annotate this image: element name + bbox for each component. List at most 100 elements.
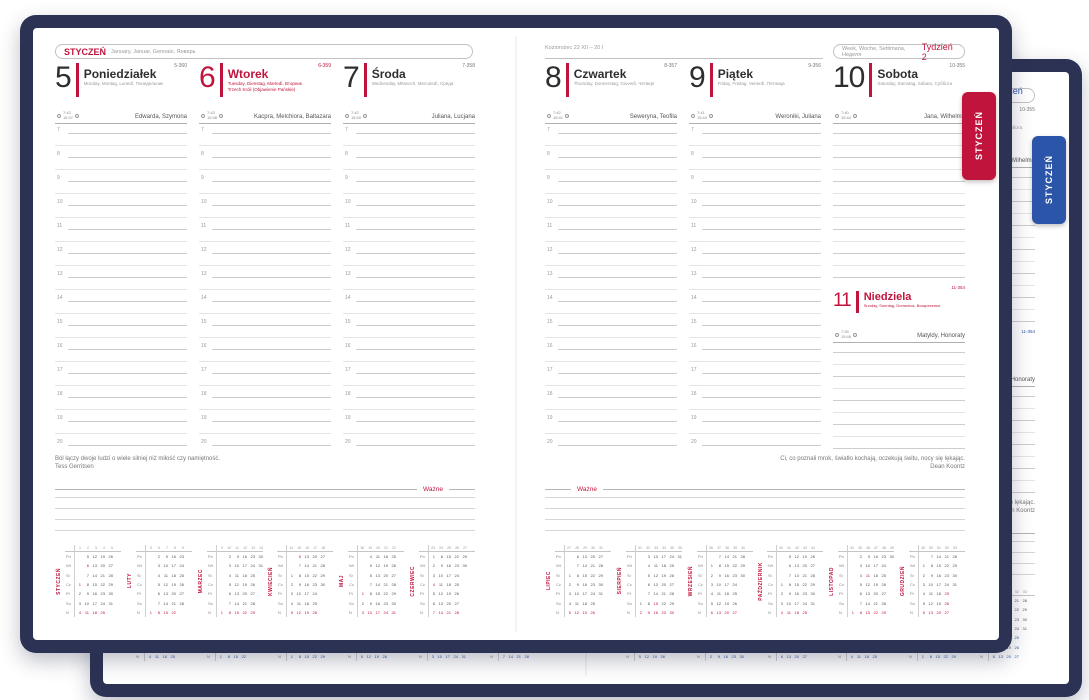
mini-day-row: N 2 9 16 23 30: [626, 608, 682, 617]
mini-grid-divider: [74, 545, 75, 617]
half-hour-line: [545, 409, 677, 410]
weekday-label: Pn: [278, 554, 283, 560]
week-numbers-row: 1 2 3 4 5: [65, 545, 121, 552]
day-subtitle: Sunday, Sonntag, Domenica, Воскресенье: [863, 303, 941, 308]
mini-day-cell: 4: [157, 572, 160, 578]
week-numbers-row: 14 15 16 17 18: [277, 545, 333, 552]
page-gutter-shadow: [515, 36, 517, 632]
mini-month-name: CZERWIEC: [410, 565, 416, 597]
mini-day-cell: 14: [794, 572, 799, 578]
mini-day-cell: 4: [290, 600, 293, 606]
mini-day-cell: 10: [84, 600, 89, 606]
half-hour-line: [343, 265, 475, 266]
mini-day-cell: 27: [250, 591, 255, 597]
mini-day-cell: 9: [647, 609, 650, 615]
mini-day-cell: 12: [794, 554, 799, 560]
weekday-label: Pt: [839, 591, 843, 597]
weekday-label: Śr: [420, 572, 424, 578]
mini-day-cell: 7: [718, 554, 721, 560]
mini-day-cell: 24: [453, 653, 458, 659]
mini-month-label: SIERPIEŃ: [616, 545, 624, 617]
month-tab-label: STYCZEŃ: [974, 111, 984, 161]
mini-day-cell: 29: [250, 609, 255, 615]
mini-day-cell: 3: [432, 572, 435, 578]
hour-line: [558, 229, 677, 230]
hour-line: [212, 253, 331, 254]
quote-text: Ci, co poznali mrok, światło kochają, oc…: [780, 456, 965, 462]
half-hour-line: [55, 193, 187, 194]
mini-day-cell: 10: [296, 591, 301, 597]
weekday-label: So: [910, 600, 915, 606]
hour-label: 10: [691, 199, 697, 205]
mini-day-cell: 17: [92, 600, 97, 606]
mini-day-cell: 14: [865, 600, 870, 606]
week-number: 7: [166, 546, 168, 550]
weekday-label: Pt: [349, 591, 353, 597]
week-number: 51: [937, 546, 941, 550]
mini-day-cell: 9: [788, 591, 791, 597]
mini-day-cell: 6: [922, 609, 925, 615]
mini-day-cell: 25: [312, 600, 317, 606]
half-hour-line: [199, 361, 331, 362]
mini-day-cell: 27: [391, 572, 396, 578]
week-number: 38: [725, 546, 729, 550]
mini-month-label: LUTY: [126, 545, 134, 617]
mini-day-cell: 28: [391, 581, 396, 587]
week-number: 18: [321, 546, 325, 550]
ruled-line: [833, 448, 965, 449]
half-hour-line: [689, 169, 821, 170]
mini-day-cell: 21: [732, 554, 737, 560]
day-number: 6: [199, 61, 216, 94]
mini-day-cell: 10: [234, 563, 239, 569]
mini-day-cell: 30: [669, 609, 674, 615]
hour-line: [356, 229, 475, 230]
half-hour-line: [689, 217, 821, 218]
mini-day-cell: 22: [873, 609, 878, 615]
hour-label: 19: [57, 415, 63, 421]
notes-line: [55, 530, 475, 531]
mini-day-cell: 23: [250, 554, 255, 560]
quote-text: Ból łączy dwoje ludzi o wiele silniej ni…: [55, 456, 221, 462]
mini-day-cell: 27: [810, 563, 815, 569]
mini-day-cell: 14: [936, 554, 941, 560]
day-name: Poniedziałek: [83, 67, 157, 81]
hour-line: [558, 301, 677, 302]
hour-label: 18: [691, 391, 697, 397]
mini-grid-divider: [564, 545, 565, 617]
mini-day-cell: 10: [437, 653, 442, 659]
mini-day-cell: 25: [100, 609, 105, 615]
mini-day-cell: 13: [865, 591, 870, 597]
week-number: 34: [662, 546, 666, 550]
sunset-time: 15:37: [63, 114, 74, 120]
mini-day-cell: 13: [653, 581, 658, 587]
mini-day-cell: 5: [788, 554, 791, 560]
mini-day-cell: 30: [1022, 616, 1027, 622]
weekday-label: Cz: [208, 581, 213, 587]
ruled-line: [833, 253, 965, 254]
mini-day-cell: 15: [446, 554, 451, 560]
mini-month-label: LIPIEC: [545, 545, 553, 617]
sunrise-time: 7:40: [841, 110, 849, 115]
mini-day-cell: 14: [582, 563, 587, 569]
mini-day-cell: 1: [149, 609, 152, 615]
mini-day-cell: 1: [639, 600, 642, 606]
sunset-icon: [219, 113, 224, 118]
mini-month-label: CZERWIEC: [409, 545, 417, 617]
mini-day-cell: 8: [228, 609, 231, 615]
mini-day-cell: 2: [859, 554, 862, 560]
half-hour-line: [55, 433, 187, 434]
weekday-label: So: [627, 600, 632, 606]
hour-label: 10: [201, 199, 207, 205]
mini-day-cell: 2: [361, 600, 364, 606]
half-hour-line: [689, 193, 821, 194]
mini-day-cell: 1: [922, 563, 925, 569]
